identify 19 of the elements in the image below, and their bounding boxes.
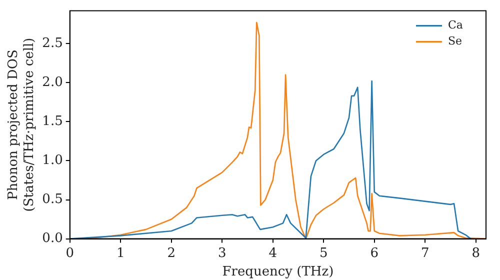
y-tick-label: 1.5 — [42, 114, 63, 130]
x-tick-label: 6 — [370, 246, 378, 261]
x-tick-label: 2 — [167, 246, 176, 261]
x-tick-label: 0 — [66, 246, 74, 261]
x-tick-label: 4 — [268, 246, 278, 261]
legend-label: Se — [448, 34, 462, 48]
y-tick-label: 1.0 — [42, 153, 63, 168]
x-tick-label: 3 — [218, 246, 226, 261]
x-tick-label: 8 — [472, 246, 480, 261]
legend-label: Ca — [448, 18, 464, 32]
x-tick-label: 7 — [420, 246, 430, 261]
y-tick-label: 2.5 — [42, 36, 63, 51]
x-tick-label: 1 — [116, 246, 125, 261]
x-tick-label: 5 — [319, 246, 328, 261]
y-tick-label: 0.5 — [42, 192, 63, 208]
y-tick-label: 0.0 — [42, 231, 63, 246]
y-tick-label: 2.0 — [42, 75, 63, 90]
x-axis-title: Frequency (THz) — [222, 264, 334, 280]
y-axis-title: Phonon projected DOS (States/THz·primitive cell) — [6, 38, 37, 212]
